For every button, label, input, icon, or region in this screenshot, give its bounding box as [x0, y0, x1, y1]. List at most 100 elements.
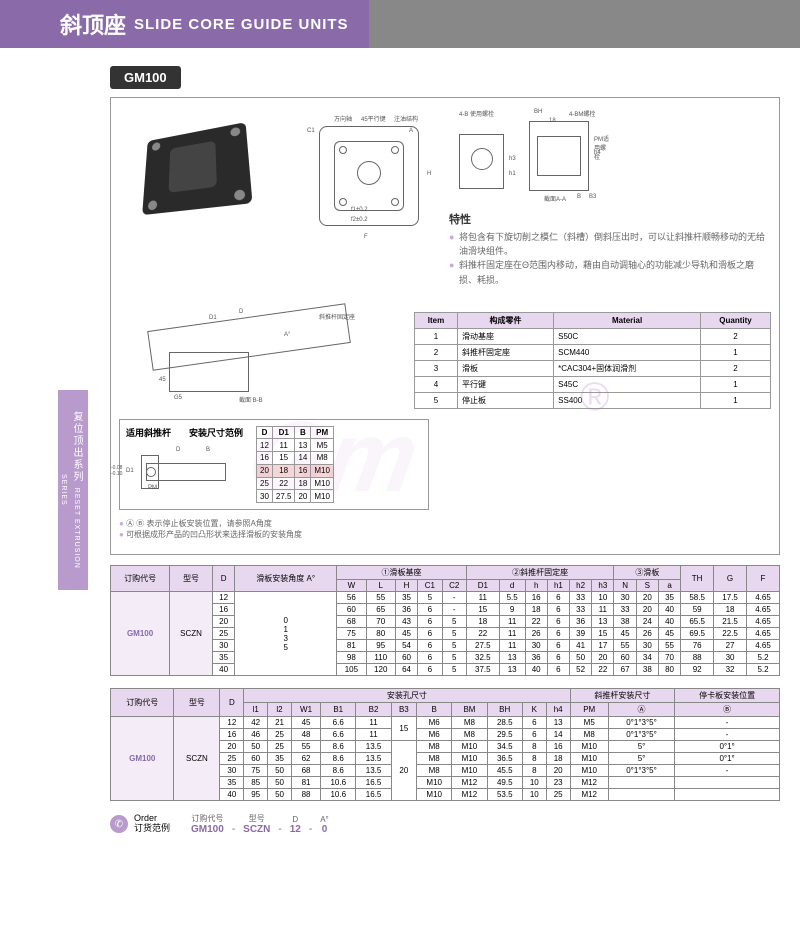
header-gray-bar — [369, 0, 800, 48]
t2-td: M10 — [570, 765, 608, 777]
t1-td: 27.5 — [466, 640, 499, 652]
order-part-value: GM100 — [191, 824, 224, 835]
t2-hg: 停卡板安装位置 — [675, 689, 780, 703]
t1-td: 26 — [525, 628, 547, 640]
t1-td: 60 — [395, 652, 417, 664]
t2-td: 5° — [608, 753, 674, 765]
mat-td: 平行键 — [457, 377, 553, 393]
spec-table-2: 订购代号型号D安装孔尺寸斜推杆安装尺寸停卡板安装位置 l1l2W1B1B2B3B… — [110, 688, 780, 801]
t2-td — [675, 789, 780, 801]
t1-td: 33 — [570, 592, 592, 604]
diagram-front-view: 万向轴 45平行键 注油结构 C1 A F f2±0.2 f1±0.2 H — [299, 106, 439, 256]
t1-sh: W — [337, 580, 366, 592]
diagram-3d-render — [119, 106, 289, 256]
t2-td: M8 — [570, 729, 608, 741]
t1-td: 6 — [418, 604, 442, 616]
order-part-label: A° — [320, 815, 329, 824]
t2-td: 6 — [522, 729, 546, 741]
t1-td: 52 — [570, 664, 592, 676]
mini-td: 13 — [295, 439, 311, 452]
t1-td: 35 — [658, 592, 680, 604]
t2-td: 0°1°3°5° — [608, 717, 674, 729]
t2-td: M8 — [417, 765, 452, 777]
t2-td: 8 — [522, 765, 546, 777]
mini-td: 18 — [295, 477, 311, 490]
t1-td: 92 — [681, 664, 714, 676]
t1-td: 6 — [547, 664, 569, 676]
order-part-value: SCZN — [243, 824, 270, 835]
t1-td: 5 — [442, 640, 466, 652]
mini-td: M10 — [311, 464, 334, 477]
t2-td: 55 — [291, 741, 320, 753]
t2-td: M10 — [570, 741, 608, 753]
t2-td: 68 — [291, 765, 320, 777]
t1-td: 105 — [337, 664, 366, 676]
mini-td: 12 — [257, 439, 273, 452]
t1-td: 6 — [547, 604, 569, 616]
t1-td: 40 — [658, 604, 680, 616]
t1-td: 110 — [366, 652, 395, 664]
t1-type: SCZN — [170, 592, 213, 676]
t1-td: 32 — [714, 664, 747, 676]
t1-td: 27 — [714, 640, 747, 652]
t2-sh: PM — [570, 703, 608, 717]
mini-td: 25 — [257, 477, 273, 490]
t1-td: 18 — [525, 604, 547, 616]
t1-hg: 型号 — [170, 566, 213, 592]
t1-td: 25 — [212, 628, 234, 640]
t2-td — [608, 789, 674, 801]
t1-td: 6 — [547, 592, 569, 604]
mat-td: S50C — [554, 329, 701, 345]
t2-hg: D — [220, 689, 244, 717]
t2-sh: Ⓑ — [675, 703, 780, 717]
t2-td: M12 — [570, 789, 608, 801]
t2-td: 15 — [391, 717, 416, 741]
t1-td: 30 — [714, 652, 747, 664]
t2-td: 50 — [268, 789, 292, 801]
mini-td: 20 — [295, 490, 311, 503]
mini-label-rod: 适用斜推杆 — [126, 426, 171, 439]
t2-td: M8 — [452, 729, 487, 741]
feature-item: 将包含有下旋切削之模仁（斜槽）倒斜压出时，可以让斜推杆顺畅移动的无给油滑块组件。 — [449, 230, 771, 259]
t2-td: 62 — [291, 753, 320, 765]
t2-td: 60 — [244, 753, 268, 765]
t1-td: 11 — [592, 604, 614, 616]
t2-td: 23 — [546, 777, 570, 789]
mat-td: 斜推杆固定座 — [457, 345, 553, 361]
t1-td: 88 — [681, 652, 714, 664]
t2-td: 5° — [608, 741, 674, 753]
t1-sh: h — [525, 580, 547, 592]
t2-td: 45 — [291, 717, 320, 729]
t1-hg: G — [714, 566, 747, 592]
t1-td: 36 — [570, 616, 592, 628]
t2-sh: B1 — [321, 703, 356, 717]
t1-td: 38 — [636, 664, 658, 676]
t1-hg: ①滑板基座 — [337, 566, 467, 580]
t1-td: 34 — [636, 652, 658, 664]
t2-td: 25 — [220, 753, 244, 765]
t2-td: 16.5 — [356, 777, 391, 789]
t1-td: 13 — [499, 652, 525, 664]
t2-td: M12 — [570, 777, 608, 789]
order-part-value: 12 — [290, 824, 301, 835]
t2-td: 20 — [220, 741, 244, 753]
t2-td: 8.6 — [321, 753, 356, 765]
t2-td: M12 — [452, 789, 487, 801]
t1-td: 32.5 — [466, 652, 499, 664]
t1-td: 50 — [570, 652, 592, 664]
t1-td: 59 — [681, 604, 714, 616]
t2-td: 16 — [220, 729, 244, 741]
t1-td: 64 — [395, 664, 417, 676]
t1-td: 39 — [570, 628, 592, 640]
t2-td: 40 — [220, 789, 244, 801]
t1-td: 22 — [525, 616, 547, 628]
t1-td: 55 — [366, 592, 395, 604]
t2-sh: K — [522, 703, 546, 717]
t2-td: 36.5 — [487, 753, 522, 765]
t1-td: 13 — [592, 616, 614, 628]
t2-td: 20 — [391, 741, 416, 801]
t2-td: 46 — [244, 729, 268, 741]
t2-sh: l2 — [268, 703, 292, 717]
t2-sh: B2 — [356, 703, 391, 717]
t2-td: M10 — [417, 789, 452, 801]
